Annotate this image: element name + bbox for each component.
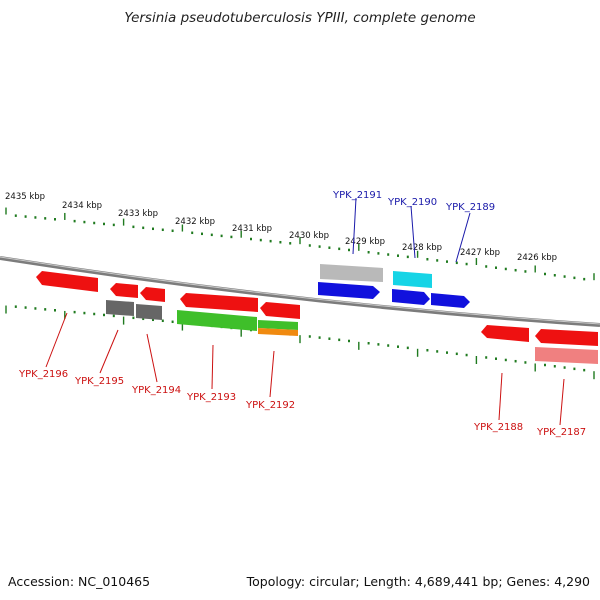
genome-backbone	[0, 256, 600, 327]
kbp-label: 2430 kbp	[289, 231, 329, 241]
leader-line	[99, 329, 119, 374]
gene-label[interactable]: YPK_2188	[473, 422, 523, 433]
gene-label[interactable]: YPK_2190	[387, 197, 437, 208]
leader-line	[45, 312, 68, 368]
gene-feature[interactable]	[260, 302, 300, 319]
kbp-label: 2431 kbp	[232, 224, 272, 234]
accession-text: Accession: NC_010465	[8, 574, 151, 589]
gene-feature[interactable]	[136, 304, 162, 320]
leader-line	[498, 372, 503, 421]
gene-feature[interactable]	[110, 283, 138, 298]
topology-summary: Topology: circular; Length: 4,689,441 bp…	[246, 574, 590, 589]
gene-label[interactable]: YPK_2191	[332, 190, 382, 201]
gene-label[interactable]: YPK_2194	[131, 385, 181, 396]
kbp-label: 2428 kbp	[402, 243, 442, 253]
gene-label[interactable]: YPK_2189	[445, 202, 495, 213]
gene-feature[interactable]	[320, 264, 383, 282]
gene-feature[interactable]	[481, 325, 529, 342]
gene-feature[interactable]	[106, 300, 134, 316]
leader-line	[269, 350, 275, 398]
kbp-label: 2432 kbp	[175, 217, 215, 227]
gene-feature[interactable]	[535, 329, 598, 346]
gene-label[interactable]: YPK_2193	[186, 392, 236, 403]
kbp-label: 2427 kbp	[460, 248, 500, 258]
gene-feature[interactable]	[258, 320, 298, 330]
leader-line	[146, 333, 158, 383]
gene-feature[interactable]	[393, 271, 432, 288]
gene-feature[interactable]	[535, 347, 598, 364]
gene-feature[interactable]	[180, 293, 258, 312]
leader-line	[352, 197, 357, 255]
gene-label[interactable]: YPK_2195	[74, 376, 124, 387]
gene-label[interactable]: YPK_2196	[18, 369, 68, 380]
gene-feature[interactable]	[177, 310, 257, 331]
gene-feature[interactable]	[392, 289, 430, 305]
gene-feature[interactable]	[258, 328, 298, 336]
kbp-label: 2433 kbp	[118, 209, 158, 219]
kbp-label: 2429 kbp	[345, 237, 385, 247]
gene-feature[interactable]	[36, 271, 98, 292]
gene-feature[interactable]	[431, 293, 470, 308]
gene-feature[interactable]	[140, 287, 165, 302]
upper-scale-ticks	[5, 207, 595, 281]
gene-feature[interactable]	[318, 282, 380, 299]
leader-line	[211, 344, 214, 390]
kbp-label: 2426 kbp	[517, 253, 557, 263]
gene-label[interactable]: YPK_2187	[536, 427, 586, 438]
genome-title: Yersinia pseudotuberculosis YPIII, compl…	[124, 10, 476, 26]
kbp-label: 2434 kbp	[62, 201, 102, 211]
leader-line	[559, 378, 565, 426]
gene-label[interactable]: YPK_2192	[245, 400, 295, 411]
leader-line	[455, 212, 471, 263]
kbp-label: 2435 kbp	[5, 192, 45, 202]
leader-line	[410, 205, 416, 259]
